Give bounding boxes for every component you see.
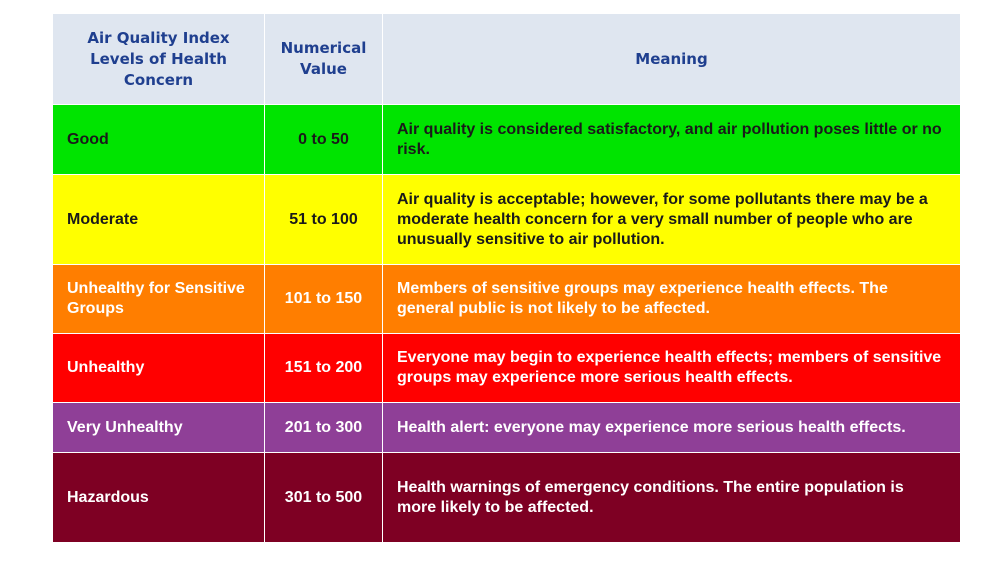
header-level: Air Quality Index Levels of Health Conce… bbox=[52, 13, 265, 105]
meaning-cell: Air quality is acceptable; however, for … bbox=[382, 174, 961, 265]
value-cell: 51 to 100 bbox=[264, 174, 383, 265]
value-cell: 301 to 500 bbox=[264, 452, 383, 543]
header-row: Air Quality Index Levels of Health Conce… bbox=[52, 13, 961, 105]
table-row: Unhealthy 151 to 200 Everyone may begin … bbox=[52, 333, 961, 403]
value-cell: 101 to 150 bbox=[264, 264, 383, 334]
header-value: Numerical Value bbox=[264, 13, 383, 105]
level-cell: Hazardous bbox=[52, 452, 265, 543]
level-cell: Moderate bbox=[52, 174, 265, 265]
meaning-cell: Air quality is considered satisfactory, … bbox=[382, 104, 961, 175]
meaning-cell: Members of sensitive groups may experien… bbox=[382, 264, 961, 334]
meaning-cell: Health alert: everyone may experience mo… bbox=[382, 402, 961, 453]
level-cell: Unhealthy bbox=[52, 333, 265, 403]
header-meaning: Meaning bbox=[382, 13, 961, 105]
value-cell: 0 to 50 bbox=[264, 104, 383, 175]
value-cell: 201 to 300 bbox=[264, 402, 383, 453]
meaning-cell: Health warnings of emergency conditions.… bbox=[382, 452, 961, 543]
meaning-cell: Everyone may begin to experience health … bbox=[382, 333, 961, 403]
level-cell: Good bbox=[52, 104, 265, 175]
table-body: Good 0 to 50 Air quality is considered s… bbox=[52, 104, 961, 543]
table-row: Hazardous 301 to 500 Health warnings of … bbox=[52, 452, 961, 543]
table-row: Unhealthy for Sensitive Groups 101 to 15… bbox=[52, 264, 961, 334]
value-cell: 151 to 200 bbox=[264, 333, 383, 403]
table-row: Very Unhealthy 201 to 300 Health alert: … bbox=[52, 402, 961, 453]
table-row: Moderate 51 to 100 Air quality is accept… bbox=[52, 174, 961, 265]
level-cell: Unhealthy for Sensitive Groups bbox=[52, 264, 265, 334]
table-row: Good 0 to 50 Air quality is considered s… bbox=[52, 104, 961, 175]
level-cell: Very Unhealthy bbox=[52, 402, 265, 453]
aqi-table: Air Quality Index Levels of Health Conce… bbox=[52, 13, 961, 543]
